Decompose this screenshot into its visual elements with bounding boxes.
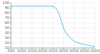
svg-text:1000: 1000 — [17, 48, 27, 53]
svg-text:40: 40 — [8, 30, 10, 35]
svg-text:4500: 4500 — [90, 48, 92, 53]
svg-text:100: 100 — [8, 0, 10, 5]
svg-text:2500: 2500 — [48, 48, 58, 53]
svg-text:60: 60 — [8, 20, 10, 25]
svg-text:1500: 1500 — [27, 48, 37, 53]
svg-text:20: 20 — [8, 40, 10, 45]
svg-text:80: 80 — [8, 10, 10, 15]
svg-text:2000: 2000 — [38, 48, 48, 53]
svg-text:3500: 3500 — [69, 48, 79, 53]
svg-text:90: 90 — [8, 5, 10, 10]
svg-text:50: 50 — [8, 25, 10, 30]
svg-text:10: 10 — [8, 45, 10, 50]
svg-text:30: 30 — [8, 35, 10, 40]
svg-text:3000: 3000 — [59, 48, 69, 53]
svg-text:4000: 4000 — [80, 48, 90, 53]
svg-text:70: 70 — [8, 15, 10, 20]
